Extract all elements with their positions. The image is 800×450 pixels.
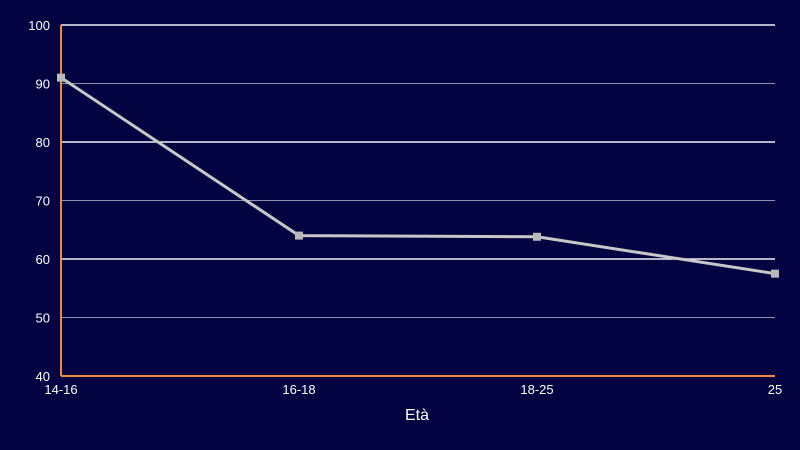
series-line (60, 76, 776, 276)
y-tick-label: 100 (28, 18, 50, 33)
y-tick-label: 50 (36, 311, 50, 326)
data-point-marker (295, 231, 303, 240)
data-point-marker (771, 269, 779, 278)
y-tick-label: 90 (36, 77, 50, 92)
series (57, 73, 779, 278)
x-tick-label: 14-16 (44, 382, 77, 397)
x-axis-title: Età (405, 407, 429, 424)
data-point-marker (533, 232, 541, 241)
grid-lines (61, 24, 775, 318)
axes (60, 25, 775, 377)
tick-labels: 40 50 60 70 80 90 100 14-16 16-18 18-25 25 (28, 18, 782, 397)
x-tick-label: 25 (768, 382, 782, 397)
y-tick-label: 80 (36, 135, 50, 150)
y-tick-label: 60 (36, 252, 50, 267)
y-tick-label: 70 (36, 194, 50, 209)
data-point-marker (57, 73, 65, 82)
y-tick-label: 40 (36, 369, 50, 384)
x-tick-label: 16-18 (282, 382, 315, 397)
x-tick-label: 18-25 (520, 382, 553, 397)
